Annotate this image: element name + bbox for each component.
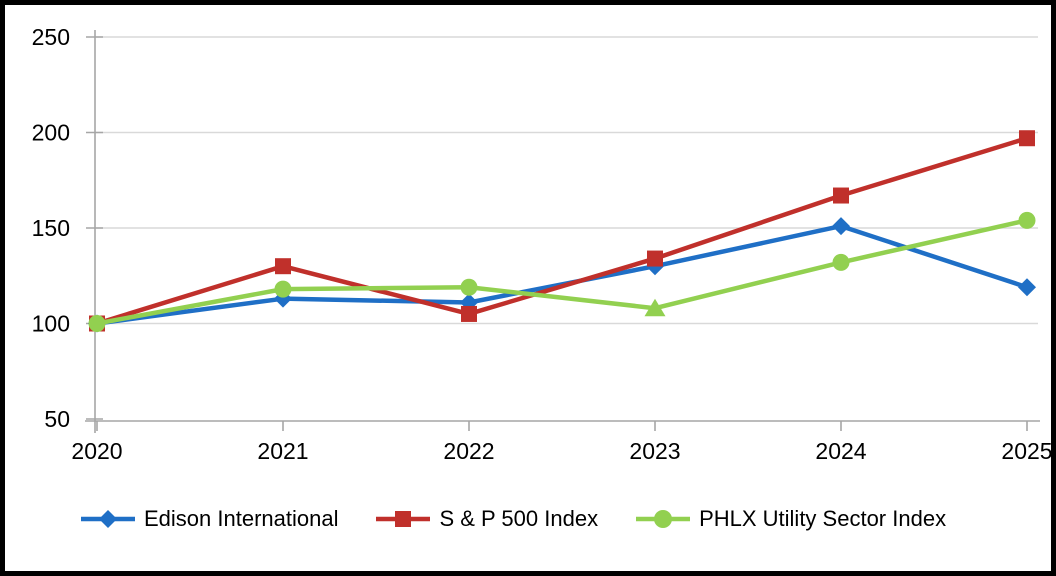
x-tick-label: 2020 (71, 438, 122, 464)
performance-chart: 50 100 150 200 250 2020 2021 2022 2023 2024 2025 (32, 24, 1051, 464)
data-point-edison-international-2025 (1018, 278, 1036, 297)
legend-label-phlx-utility: PHLX Utility Sector Index (699, 506, 947, 531)
legend-circle-marker-icon (636, 510, 691, 528)
data-point-phlx-utility-sector-index-2020 (88, 315, 106, 332)
data-point-phlx-utility-sector-index-2021 (274, 280, 292, 298)
y-tick-label: 150 (32, 215, 70, 241)
data-point-phlx-utility-sector-index-2022 (460, 278, 478, 296)
data-point-phlx-utility-sector-index-2024 (832, 253, 850, 271)
legend-diamond-glyph (99, 510, 117, 528)
legend-label-sp500: S & P 500 Index (439, 506, 599, 531)
x-tick-label: 2023 (629, 438, 680, 464)
y-tick-label: 50 (44, 406, 70, 432)
y-tick-label: 100 (32, 311, 70, 337)
series-line-s-p-500-index (96, 136, 1028, 326)
y-tick-label: 200 (32, 120, 70, 146)
legend-square-marker-icon (376, 511, 431, 527)
legend-diamond-marker-icon (81, 510, 135, 528)
x-tick-label: 2021 (257, 438, 308, 464)
legend-label-edison-international: Edison International (144, 506, 339, 531)
data-point-s-p-500-index-2022 (461, 305, 477, 322)
x-tick-label: 2025 (1001, 438, 1051, 464)
data-point-s-p-500-index-2024 (833, 187, 849, 204)
legend-circle-glyph (654, 510, 673, 528)
x-tick-label: 2022 (443, 438, 494, 464)
data-point-phlx-utility-sector-index-2025 (1018, 211, 1036, 229)
data-point-phlx-utility-sector-index-2023 (644, 298, 666, 317)
legend-item-sp500: S & P 500 Index (376, 506, 598, 532)
data-point-s-p-500-index-2021 (275, 258, 291, 275)
legend-item-edison-international: Edison International (81, 506, 338, 532)
data-point-s-p-500-index-2025 (1019, 130, 1035, 147)
chart-legend: Edison International S & P 500 Index PHL… (81, 506, 946, 532)
x-tick-label: 2024 (815, 438, 866, 464)
legend-square-glyph (395, 511, 412, 527)
legend-item-phlx-utility: PHLX Utility Sector Index (636, 506, 946, 532)
series-line-edison-international (96, 223, 1028, 326)
series-line-phlx-utility-sector-index (96, 218, 1028, 326)
y-tick-label: 250 (32, 24, 70, 50)
data-point-s-p-500-index-2023 (647, 250, 663, 267)
data-point-edison-international-2024 (832, 217, 850, 236)
